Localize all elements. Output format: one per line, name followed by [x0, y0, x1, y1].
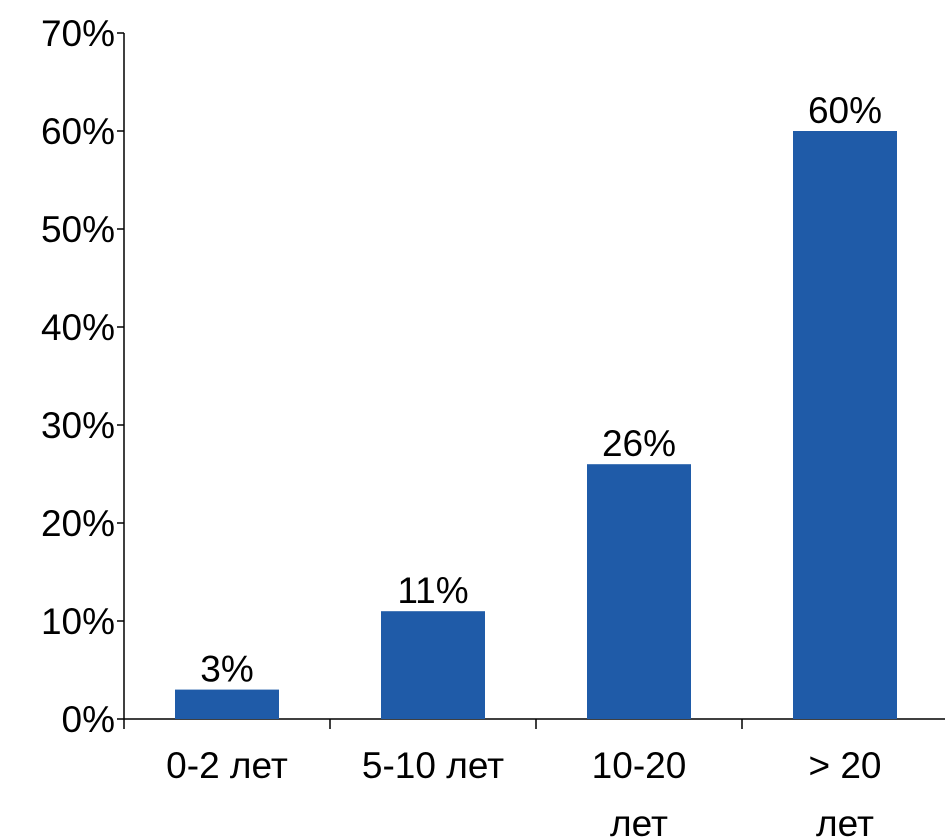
bar-value-label: 3%	[200, 649, 253, 690]
y-tick-label: 20%	[41, 503, 115, 544]
value-labels: 3% 11% 26% 60%	[200, 90, 882, 690]
y-tick-label: 50%	[41, 209, 115, 250]
bar-value-label: 26%	[602, 423, 676, 464]
bars	[175, 131, 897, 719]
y-axis: 0% 10% 20% 30% 40% 50% 60% 70%	[41, 13, 125, 740]
bar-value-label: 60%	[808, 90, 882, 131]
bar	[793, 131, 897, 719]
x-tick-label: 0-2 лет	[166, 745, 288, 786]
bar-value-label: 11%	[397, 570, 468, 611]
bar	[381, 611, 485, 719]
bar	[175, 689, 279, 719]
y-tick-label: 60%	[41, 111, 115, 152]
x-tick-label: 10-20	[592, 745, 687, 786]
x-tick-label: 5-10 лет	[362, 745, 504, 786]
x-tick-label: > 20	[808, 745, 881, 786]
y-tick-label: 0%	[62, 699, 115, 740]
y-tick-label: 70%	[41, 13, 115, 54]
y-tick-label: 10%	[41, 601, 115, 642]
x-tick-label: лет	[816, 803, 874, 838]
bar	[587, 464, 691, 719]
x-axis	[124, 718, 945, 729]
y-tick-label: 40%	[41, 307, 115, 348]
category-labels: 0-2 лет 5-10 лет 10-20 лет > 20 лет	[166, 745, 881, 838]
y-tick-label: 30%	[41, 405, 115, 446]
x-tick-label: лет	[610, 803, 668, 838]
